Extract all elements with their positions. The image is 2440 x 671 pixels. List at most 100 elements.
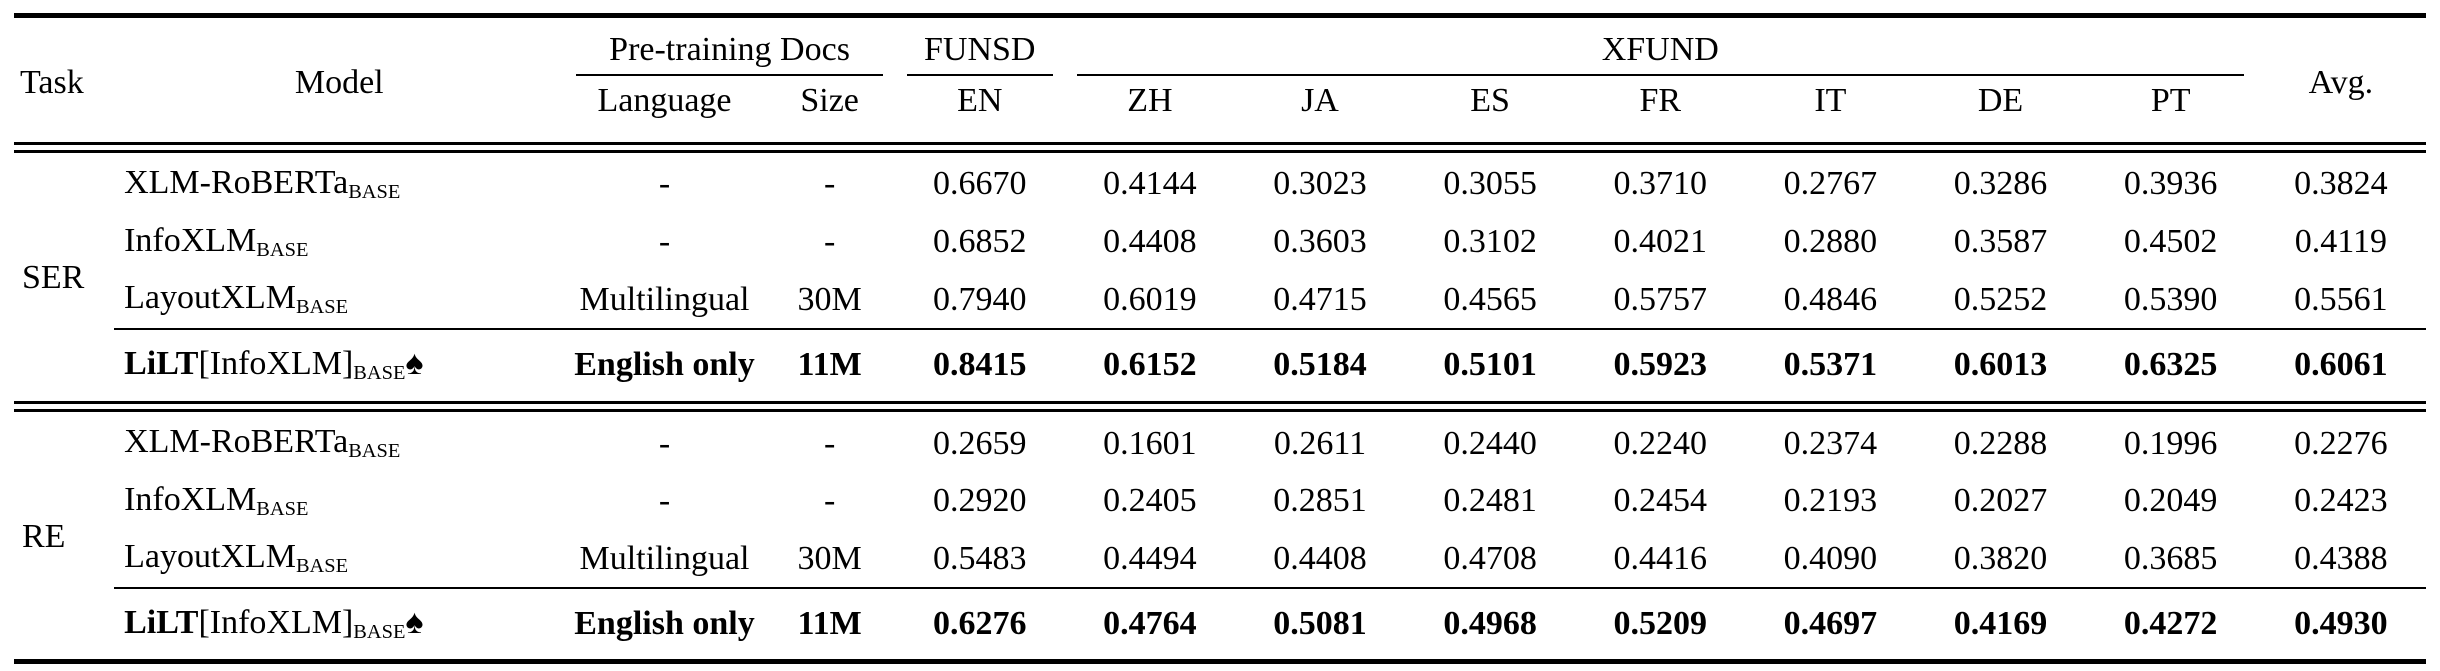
score-es: 0.4708 — [1443, 539, 1537, 577]
section-ser: SER XLM-RoBERTaBASE - - 0.6670 0.4144 0.… — [14, 155, 2426, 414]
language-cell: Multilingual — [579, 280, 750, 318]
model-name-subscript: BASE — [353, 361, 406, 384]
score-fr: 0.2240 — [1613, 424, 1707, 462]
score-ja: 0.3023 — [1273, 165, 1367, 203]
score-de: 0.5252 — [1953, 280, 2048, 318]
table-header: Task Model Pre-training Docs FUNSD XFUND… — [14, 16, 2426, 156]
score-it: 0.2880 — [1783, 222, 1878, 260]
model-name: XLM-RoBERTaBASE — [114, 414, 564, 472]
model-name: InfoXLMBASE — [114, 472, 564, 530]
column-header-task: Task — [20, 63, 84, 101]
table-row-highlight: LiLT[InfoXLM]BASE♠ English only 11M 0.84… — [14, 327, 2426, 400]
model-name-subscript: BASE — [256, 498, 309, 521]
score-es: 0.2440 — [1443, 424, 1537, 462]
score-avg: 0.3824 — [2294, 165, 2388, 203]
section-double-rule — [14, 399, 2426, 414]
size-cell: 30M — [797, 280, 862, 318]
size-cell: - — [823, 165, 836, 203]
model-name-subscript: BASE — [348, 181, 401, 204]
score-en: 0.2920 — [932, 482, 1027, 520]
score-fr: 0.2454 — [1613, 482, 1707, 520]
model-name-subscript: BASE — [348, 440, 401, 463]
size-cell: - — [823, 482, 836, 520]
model-name: LiLT[InfoXLM]BASE♠ — [114, 327, 565, 400]
score-avg: 0.2423 — [2294, 482, 2388, 520]
column-header-language: Language — [597, 82, 732, 120]
score-ja: 0.3603 — [1273, 222, 1367, 260]
table-row: LayoutXLMBASE Multilingual 30M 0.5483 0.… — [14, 529, 2426, 588]
column-header-avg: Avg. — [2308, 63, 2374, 101]
language-cell: English only — [564, 587, 765, 662]
model-name-main: InfoXLM — [124, 480, 257, 518]
score-ja: 0.4715 — [1273, 280, 1367, 318]
group-header-pretraining-docs: Pre-training Docs — [564, 16, 894, 76]
column-header-it: IT — [1814, 82, 1847, 120]
language-cell: - — [658, 165, 671, 203]
table-row: InfoXLMBASE - - 0.2920 0.2405 0.2851 0.2… — [14, 472, 2426, 530]
model-name-main: LayoutXLM — [124, 279, 296, 317]
score-fr: 0.5757 — [1613, 280, 1707, 318]
model-name-subscript: BASE — [295, 555, 349, 578]
model-name: LiLT[InfoXLM]BASE♠ — [114, 587, 565, 662]
task-label-re: RE — [22, 517, 66, 555]
table-row: LayoutXLMBASE Multilingual 30M 0.7940 0.… — [14, 270, 2426, 329]
score-zh: 0.2405 — [1103, 482, 1197, 520]
score-ja: 0.5184 — [1234, 327, 1406, 400]
model-name: InfoXLMBASE — [114, 213, 564, 271]
score-it: 0.2767 — [1783, 165, 1878, 203]
model-name: LayoutXLMBASE — [114, 270, 564, 329]
score-avg: 0.4119 — [2294, 222, 2387, 260]
score-pt: 0.6325 — [2085, 327, 2256, 400]
score-it: 0.4846 — [1783, 280, 1878, 318]
model-name: XLM-RoBERTaBASE — [114, 155, 564, 213]
model-name-main: LayoutXLM — [124, 538, 296, 576]
score-en: 0.6276 — [894, 587, 1065, 662]
group-header-xfund: XFUND — [1065, 16, 2256, 76]
group-header-funsd: FUNSD — [895, 16, 1065, 76]
language-cell: English only — [564, 327, 765, 400]
column-header-zh: ZH — [1127, 82, 1173, 120]
score-fr: 0.4416 — [1613, 539, 1707, 577]
table-row: RE XLM-RoBERTaBASE - - 0.2659 0.1601 0.2… — [14, 414, 2426, 555]
score-pt: 0.5390 — [2123, 280, 2218, 318]
score-avg: 0.2276 — [2294, 424, 2388, 462]
score-it: 0.2193 — [1783, 482, 1878, 520]
score-en: 0.8415 — [894, 327, 1065, 400]
model-name-prefix: LiLT — [124, 344, 199, 382]
column-header-model: Model — [294, 63, 384, 101]
table-row: SER XLM-RoBERTaBASE - - 0.6670 0.4144 0.… — [14, 155, 2426, 296]
column-header-pt: PT — [2150, 82, 2191, 120]
score-zh: 0.6019 — [1103, 280, 1197, 318]
model-name-subscript: BASE — [353, 621, 406, 644]
model-name-main: [InfoXLM] — [198, 604, 354, 642]
task-label-ser: SER — [22, 258, 85, 296]
score-pt: 0.3936 — [2123, 165, 2218, 203]
model-name-subscript: BASE — [295, 296, 349, 319]
score-zh: 0.4494 — [1103, 539, 1197, 577]
score-de: 0.6013 — [1915, 327, 2086, 400]
score-en: 0.7940 — [932, 280, 1027, 318]
score-ja: 0.2851 — [1273, 482, 1367, 520]
score-de: 0.2288 — [1953, 424, 2048, 462]
model-name-main: [InfoXLM] — [198, 344, 354, 382]
column-header-size: Size — [800, 82, 859, 120]
table-row-highlight: LiLT[InfoXLM]BASE♠ English only 11M 0.62… — [14, 587, 2426, 662]
model-name-subscript: BASE — [256, 238, 309, 261]
score-ja: 0.2611 — [1273, 424, 1367, 462]
model-name-prefix: LiLT — [124, 604, 199, 642]
score-de: 0.2027 — [1953, 482, 2048, 520]
size-cell: - — [823, 424, 836, 462]
score-pt: 0.2049 — [2123, 482, 2218, 520]
score-es: 0.3055 — [1443, 165, 1537, 203]
score-zh: 0.6152 — [1064, 327, 1235, 400]
score-fr: 0.5923 — [1575, 327, 1746, 400]
score-zh: 0.4144 — [1103, 165, 1197, 203]
results-table: Task Model Pre-training Docs FUNSD XFUND… — [14, 13, 2426, 664]
score-en: 0.6670 — [932, 165, 1027, 203]
score-zh: 0.1601 — [1103, 424, 1197, 462]
language-cell: - — [658, 482, 671, 520]
score-pt: 0.4272 — [2085, 587, 2256, 662]
score-es: 0.5101 — [1405, 327, 1576, 400]
score-avg: 0.6061 — [2255, 327, 2426, 400]
section-re: RE XLM-RoBERTaBASE - - 0.2659 0.1601 0.2… — [14, 414, 2426, 662]
